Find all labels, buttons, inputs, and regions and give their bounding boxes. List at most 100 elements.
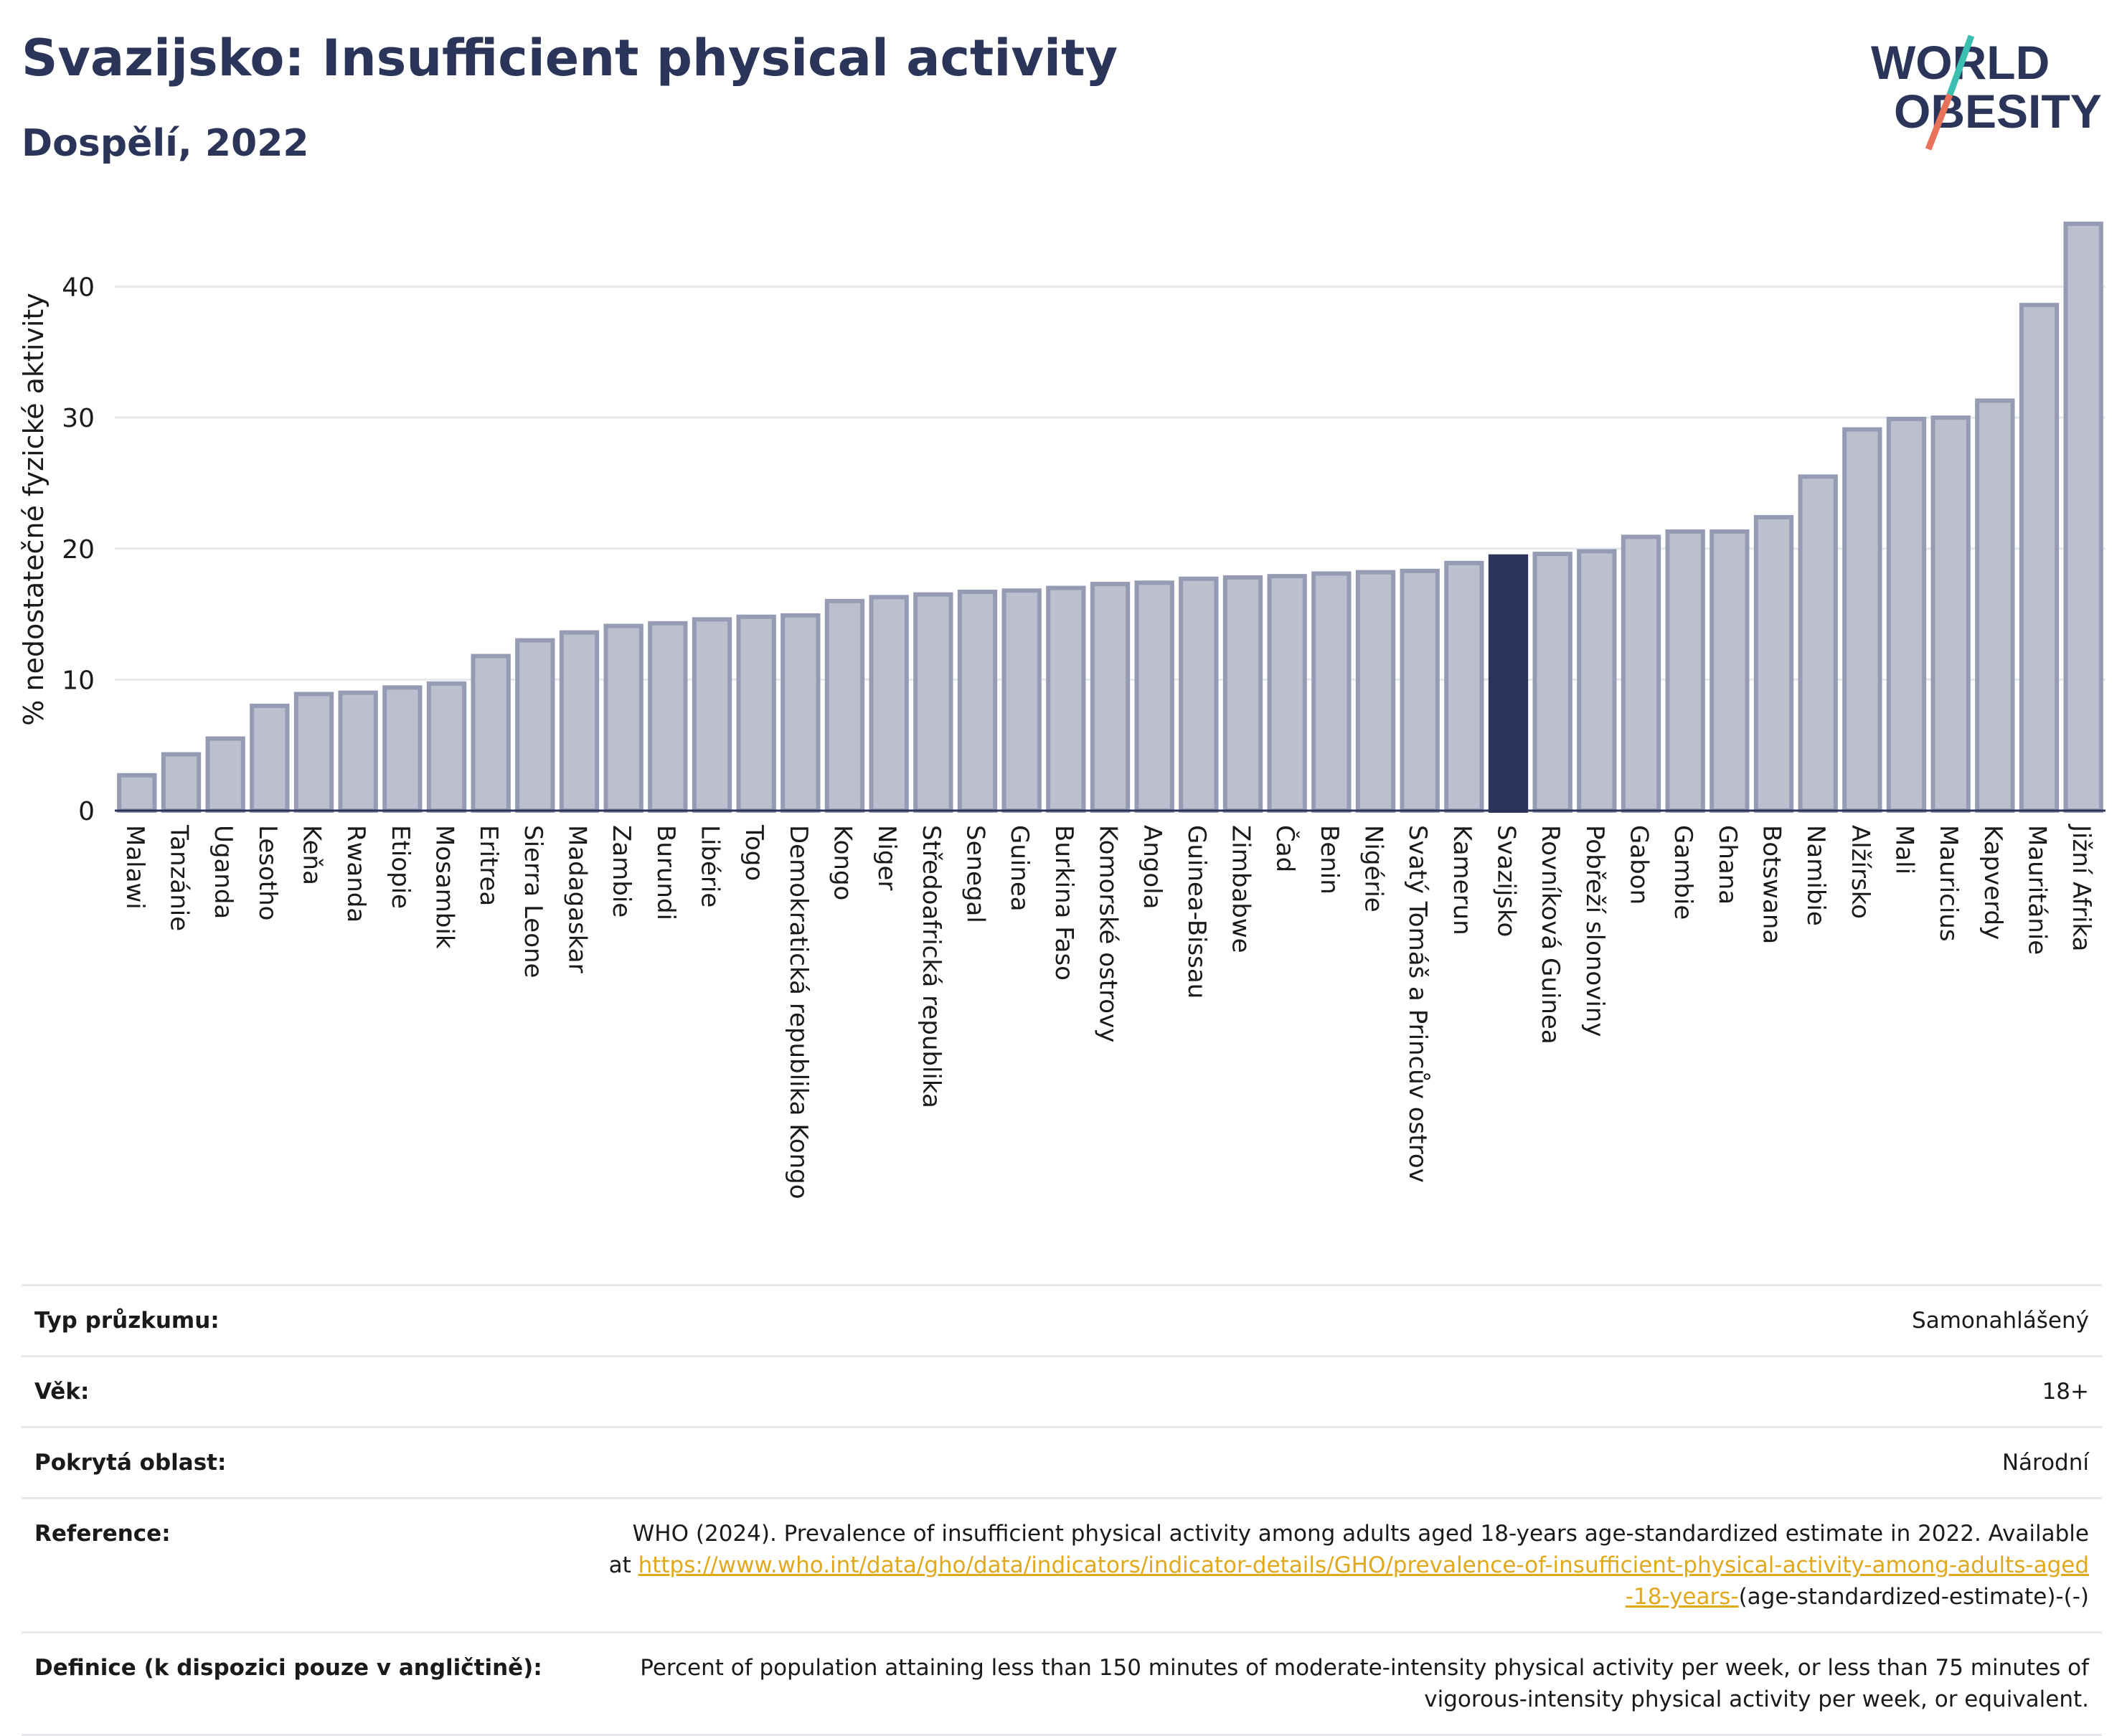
bar-35 bbox=[1665, 529, 1705, 813]
bar-18 bbox=[913, 592, 953, 813]
bar-31 bbox=[1488, 554, 1529, 813]
y-tick-label: 40 bbox=[62, 273, 95, 303]
reference-link[interactable]: https://www.who.int/data/gho/data/indica… bbox=[638, 1552, 2089, 1610]
x-tick-label: Kongo bbox=[829, 825, 857, 900]
survey-type-label: Typ průzkumu: bbox=[34, 1308, 220, 1334]
x-tick-label: Alžírsko bbox=[1846, 825, 1875, 919]
bar-7 bbox=[426, 681, 467, 813]
bar-17 bbox=[869, 595, 909, 813]
x-tick-label: Burundi bbox=[651, 825, 680, 920]
x-tick-label: Mali bbox=[1890, 825, 1919, 874]
bar-15 bbox=[781, 613, 821, 813]
definition-value: Percent of population attaining less tha… bbox=[640, 1655, 2089, 1712]
area-label: Pokrytá oblast: bbox=[34, 1450, 227, 1476]
area-value: Národní bbox=[2001, 1450, 2089, 1476]
x-tick-label: Svazijsko bbox=[1492, 825, 1521, 937]
bar-32 bbox=[1532, 552, 1572, 813]
x-tick-label: Guinea bbox=[1005, 825, 1034, 912]
x-tick-label: Madagaskar bbox=[563, 825, 592, 973]
y-tick-label: 0 bbox=[78, 797, 95, 826]
age-value: 18+ bbox=[2042, 1379, 2089, 1405]
bar-40 bbox=[1886, 417, 1927, 813]
bar-3 bbox=[250, 703, 290, 813]
reference-value: WHO (2024). Prevalence of insufficient p… bbox=[593, 1499, 2102, 1633]
x-tick-label: Senegal bbox=[961, 825, 990, 923]
x-tick-label: Mosambik bbox=[430, 825, 459, 949]
chart-title: Svazijsko: Insufficient physical activit… bbox=[22, 29, 1118, 88]
chart-subtitle: Dospělí, 2022 bbox=[22, 122, 309, 165]
logo-line-2: OBESITY bbox=[1894, 85, 2102, 138]
x-tick-label: Togo bbox=[740, 824, 768, 881]
x-tick-label: Guinea-Bissau bbox=[1182, 825, 1211, 999]
x-axis-labels: Malawi Tanzánie Uganda Lesotho Keňa Rwanda Eti… bbox=[121, 824, 2095, 1199]
reference-label: Reference: bbox=[34, 1521, 171, 1547]
x-tick-label: Pobřeží slonoviny bbox=[1580, 825, 1609, 1037]
bar-23 bbox=[1134, 580, 1174, 813]
bar-9 bbox=[515, 638, 555, 813]
bar-42 bbox=[1975, 398, 2015, 813]
x-tick-label: Libérie bbox=[696, 825, 725, 907]
x-tick-label: Niger bbox=[872, 825, 901, 890]
reference-text: WHO (2024). Prevalence of insufficient p… bbox=[608, 1521, 2089, 1578]
x-tick-label: Benin bbox=[1315, 825, 1344, 895]
y-tick-label: 10 bbox=[62, 666, 95, 695]
y-axis-ticks: 0 10 20 30 40 bbox=[62, 273, 95, 826]
bar-1 bbox=[161, 752, 202, 813]
info-row-area: Pokrytá oblast: Národní bbox=[22, 1427, 2102, 1499]
x-tick-label: Mauricius bbox=[1934, 825, 1963, 942]
bar-4 bbox=[293, 692, 334, 813]
bar-0 bbox=[117, 773, 157, 813]
bar-21 bbox=[1046, 585, 1086, 813]
x-tick-label: Zimbabwe bbox=[1227, 825, 1255, 953]
x-tick-label: Zambie bbox=[607, 825, 636, 917]
bar-14 bbox=[736, 614, 776, 813]
info-row-reference: Reference: WHO (2024). Prevalence of ins… bbox=[22, 1498, 2102, 1633]
x-tick-label: Lesotho bbox=[253, 825, 282, 920]
info-row-survey-type: Typ průzkumu: Samonahlášený bbox=[22, 1285, 2102, 1357]
bar-5 bbox=[338, 690, 378, 813]
bar-20 bbox=[1001, 588, 1042, 813]
x-tick-label: Jižní Afrika bbox=[2067, 824, 2095, 952]
bar-25 bbox=[1222, 575, 1263, 813]
x-tick-label: Svatý Tomáš a Princův ostrov bbox=[1403, 825, 1432, 1183]
bar-22 bbox=[1090, 582, 1131, 813]
logo-slash-teal bbox=[1946, 34, 1975, 96]
bar-38 bbox=[1798, 474, 1838, 813]
bar-41 bbox=[1930, 415, 1971, 813]
x-tick-label: Nigérie bbox=[1359, 825, 1388, 912]
x-tick-label: Sierra Leone bbox=[519, 825, 547, 978]
x-tick-label: Burkina Faso bbox=[1050, 825, 1078, 981]
x-tick-label: Namibie bbox=[1801, 825, 1830, 926]
bar-44 bbox=[2063, 221, 2103, 813]
bar-24 bbox=[1179, 576, 1219, 813]
x-tick-label: Botswana bbox=[1758, 825, 1786, 944]
x-tick-label: Rwanda bbox=[341, 825, 370, 923]
x-tick-label: Angola bbox=[1138, 825, 1166, 909]
x-tick-label: Rovníková Guinea bbox=[1536, 825, 1565, 1044]
bar-11 bbox=[603, 623, 643, 813]
x-tick-label: Čad bbox=[1270, 825, 1300, 872]
age-label: Věk: bbox=[34, 1379, 90, 1405]
bar-8 bbox=[471, 654, 511, 813]
x-tick-label: Středoafrická republika bbox=[917, 825, 946, 1108]
info-row-definition: Definice (k dispozici pouze v angličtině… bbox=[22, 1632, 2102, 1735]
bar-34 bbox=[1621, 534, 1661, 813]
x-tick-label: Gabon bbox=[1625, 825, 1654, 905]
x-tick-label: Ghana bbox=[1713, 825, 1742, 905]
bar-30 bbox=[1444, 560, 1484, 813]
y-tick-label: 30 bbox=[62, 404, 95, 433]
bar-12 bbox=[648, 621, 688, 813]
x-tick-label: Kapverdy bbox=[1979, 825, 2007, 940]
bar-36 bbox=[1710, 529, 1750, 813]
info-table: Typ průzkumu: Samonahlášený Věk: 18+ Pok… bbox=[22, 1284, 2102, 1736]
logo-slash-coral bbox=[1925, 93, 1953, 151]
x-tick-label: Mauritánie bbox=[2023, 825, 2052, 955]
bar-2 bbox=[205, 736, 245, 813]
x-tick-label: Malawi bbox=[121, 825, 149, 910]
bar-6 bbox=[382, 685, 423, 813]
x-tick-label: Uganda bbox=[209, 825, 237, 919]
bar-10 bbox=[559, 630, 600, 813]
bar-19 bbox=[957, 590, 998, 813]
bar-26 bbox=[1267, 574, 1307, 813]
bar-39 bbox=[1842, 427, 1882, 813]
